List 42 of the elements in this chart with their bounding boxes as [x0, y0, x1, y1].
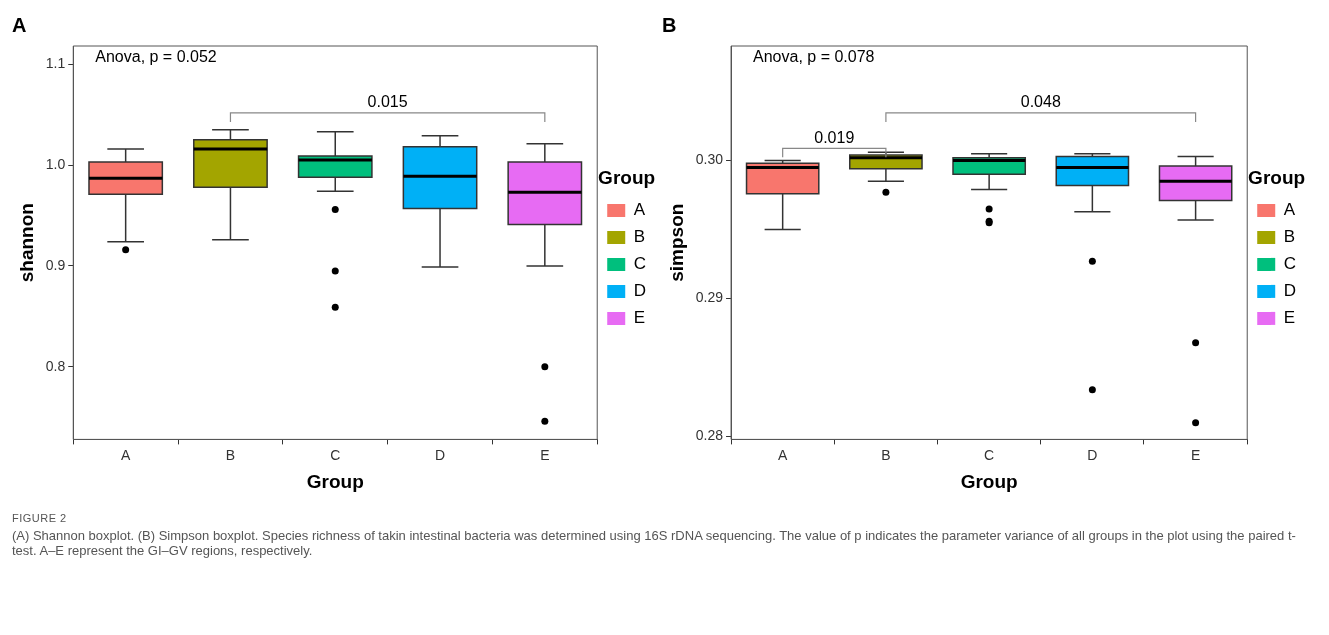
legend-label: E [1283, 308, 1296, 328]
y-tick-label: 0.30 [695, 151, 724, 168]
legend-label: C [633, 254, 646, 274]
x-tick-label: A [120, 446, 131, 463]
legend-label: A [1283, 200, 1296, 220]
chart-title: B [662, 13, 677, 36]
x-tick-label: D [1087, 446, 1098, 463]
x-tick-label: D [434, 446, 446, 463]
annotation: 0.048 [1020, 93, 1061, 111]
x-axis-title: Group [960, 470, 1018, 492]
legend-title: Group [1248, 166, 1306, 188]
legend-label: D [1283, 281, 1296, 301]
legend-label: B [633, 227, 646, 247]
y-tick-label: 0.9 [45, 256, 66, 273]
legend-label: B [1283, 227, 1296, 247]
x-axis-title: Group [306, 470, 364, 492]
annotation: Anova, p = 0.078 [753, 48, 875, 66]
legend-label: D [633, 281, 646, 301]
legend-label: C [1283, 254, 1296, 274]
x-tick-label: C [330, 446, 341, 463]
annotation: Anova, p = 0.052 [95, 48, 217, 66]
x-tick-label: B [881, 446, 891, 463]
x-tick-label: C [984, 446, 995, 463]
x-tick-label: A [777, 446, 788, 463]
x-tick-label: B [225, 446, 236, 463]
chart-title: A [12, 13, 27, 36]
text: (A) Shannon boxplot. (B) Simpson boxplot. Species richness of takin intestinal bacteria was determined using 16S rDNA sequencing. The value of p indicates the parameter variance of all groups in the plot using the paired t-test. A–E represent the GI–GV regions, respectively. [12, 528, 1297, 558]
legend-title: Group [598, 166, 656, 188]
legend-label: A [633, 200, 646, 220]
y-axis-title: simpson [665, 203, 687, 282]
x-tick-label: E [540, 446, 550, 463]
caption: FIGURE 2 [12, 512, 68, 524]
y-tick-label: 1.0 [45, 155, 66, 172]
y-tick-label: 0.29 [695, 289, 724, 306]
y-tick-label: 0.8 [45, 357, 66, 374]
y-axis-title: shannon [15, 203, 37, 283]
annotation: 0.015 [367, 93, 408, 111]
y-tick-label: 0.28 [695, 427, 724, 444]
annotation: 0.019 [814, 128, 855, 146]
y-tick-label: 1.1 [45, 55, 66, 72]
legend-label: E [633, 308, 646, 328]
x-tick-label: E [1190, 446, 1201, 463]
